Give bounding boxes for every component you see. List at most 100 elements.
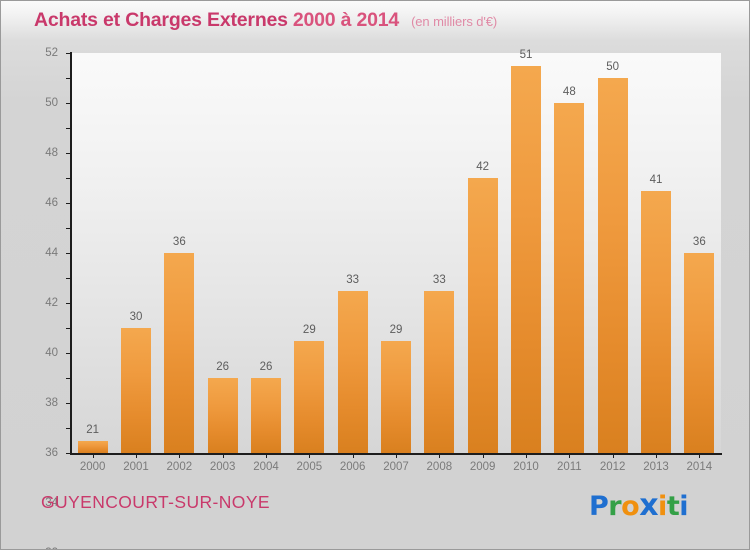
y-tick-mark: 28: [66, 353, 71, 354]
x-tick-mark: [526, 453, 527, 458]
bar-value-label: 36: [692, 236, 706, 248]
y-tick-label: 34: [45, 497, 58, 509]
bar-value-label: 33: [432, 273, 446, 286]
bar[interactable]: [511, 65, 541, 453]
y-tick-mark: 52: [45, 47, 71, 59]
x-tick-mark: [179, 453, 181, 458]
bar-value-label: 51: [519, 48, 533, 61]
y-tick-mark: 44: [45, 153, 71, 259]
x-tick-mark: [309, 453, 311, 458]
chart-title-unit: (en milliers d'€): [411, 14, 498, 29]
x-tick-mark: [612, 453, 614, 458]
y-tick-mark: 36: [45, 253, 71, 459]
y-tick-mark: 24: [66, 403, 71, 404]
x-tick-mark: [266, 453, 267, 458]
x-tick-label: 2002: [166, 461, 193, 473]
chart-title-years: 2000 à 2014: [292, 9, 400, 31]
bar-value-label: 42: [476, 161, 490, 173]
bar[interactable]: [684, 253, 715, 453]
x-tick-mark: [439, 453, 441, 458]
bar[interactable]: [597, 78, 628, 453]
y-tick-mark: 22: [66, 428, 71, 429]
y-tick-label: 40: [45, 347, 58, 359]
bar[interactable]: [251, 378, 281, 453]
x-tick-label: 2005: [296, 461, 323, 473]
bar-value-label: 29: [302, 323, 316, 336]
y-tick-mark: 34: [45, 278, 71, 509]
y-tick-mark: 30: [66, 328, 71, 329]
y-tick-label: 44: [45, 247, 58, 259]
x-tick-label: 2010: [513, 461, 539, 473]
x-tick-mark: [656, 453, 657, 458]
x-tick-mark: [352, 453, 354, 458]
commune-name: GUYENCOURT-SUR-NOYE: [41, 492, 270, 512]
bar[interactable]: [207, 378, 238, 453]
bar[interactable]: [121, 328, 151, 453]
logo-letter-i-first: i: [658, 491, 667, 522]
y-tick-mark: 26: [66, 378, 71, 379]
logo-letter-x: x: [639, 488, 659, 523]
bar[interactable]: [77, 440, 108, 453]
x-tick-label: 2011: [556, 461, 582, 473]
bar[interactable]: [164, 253, 195, 453]
x-tick-mark: [699, 453, 701, 458]
x-tick-label: 2004: [253, 461, 279, 473]
y-tick-mark: 20: [66, 453, 71, 454]
y-tick-label: 46: [45, 197, 58, 209]
x-tick-label: 2009: [469, 461, 496, 473]
bar-value-label: 41: [649, 173, 663, 186]
x-tick-label: 2000: [79, 461, 106, 473]
bar-value-label: 21: [86, 423, 100, 436]
x-tick-mark: [482, 453, 484, 458]
bar-value-label: 29: [389, 323, 403, 336]
bar-value-label: 26: [216, 361, 230, 373]
bar-value-label: 26: [259, 361, 273, 373]
x-tick-mark: [92, 453, 94, 458]
y-tick-mark: 50: [45, 78, 71, 109]
x-tick-label: 2014: [686, 461, 713, 473]
logo-letter-t: t: [666, 491, 680, 522]
x-tick-mark: [136, 453, 137, 458]
x-tick-label: 2012: [599, 461, 626, 473]
y-tick-label: 38: [45, 397, 58, 409]
logo-letter-o: o: [621, 491, 640, 522]
bar[interactable]: [641, 190, 671, 453]
bar-value-label: 50: [606, 61, 620, 73]
bar[interactable]: [467, 178, 498, 453]
x-tick-label: 2003: [209, 461, 236, 473]
y-tick-label: 36: [45, 447, 58, 459]
x-tick-label: 2013: [643, 461, 669, 473]
y-tick-mark: 42: [45, 178, 71, 309]
chart-title-main: Achats et Charges Externes: [34, 9, 288, 31]
proxiti-logo[interactable]: Proxiti: [589, 488, 688, 523]
y-tick-mark: 40: [45, 203, 71, 359]
y-tick-label: 32: [45, 547, 58, 549]
chart-title: Achats et Charges Externes 2000 à 2014 (en…: [1, 9, 749, 37]
y-tick-label: 48: [45, 147, 58, 159]
x-tick-mark: [569, 453, 571, 458]
bar-value-label: 30: [129, 311, 143, 323]
logo-letter-i-second: i: [679, 491, 688, 522]
bar-value-label: 36: [172, 236, 186, 248]
bar[interactable]: [294, 340, 325, 453]
x-tick-label: 2006: [339, 461, 366, 473]
bar-value-label: 33: [346, 273, 360, 286]
y-tick-label: 50: [45, 97, 58, 109]
x-tick-mark: [222, 453, 224, 458]
logo-letter-r: r: [608, 491, 622, 522]
logo-letter-p: P: [589, 491, 609, 522]
x-tick-label: 2001: [123, 461, 149, 473]
y-tick-mark: 48: [45, 103, 71, 159]
bar[interactable]: [381, 340, 411, 453]
x-tick-mark: [396, 453, 397, 458]
x-tick-label: 2007: [383, 461, 409, 473]
y-tick-label: 52: [45, 47, 58, 59]
bar[interactable]: [337, 290, 368, 453]
y-tick-mark: 38: [45, 228, 71, 409]
bar-value-label: 48: [562, 86, 576, 98]
y-tick-mark: 32: [45, 303, 71, 549]
bar[interactable]: [424, 290, 455, 453]
bar-chart: 20 22 24 26 28 30 32 34 36 38 40 42 44 46 48 50 52 2000 2…: [45, 47, 722, 549]
bar[interactable]: [554, 103, 585, 453]
y-axis-line: [70, 52, 72, 454]
